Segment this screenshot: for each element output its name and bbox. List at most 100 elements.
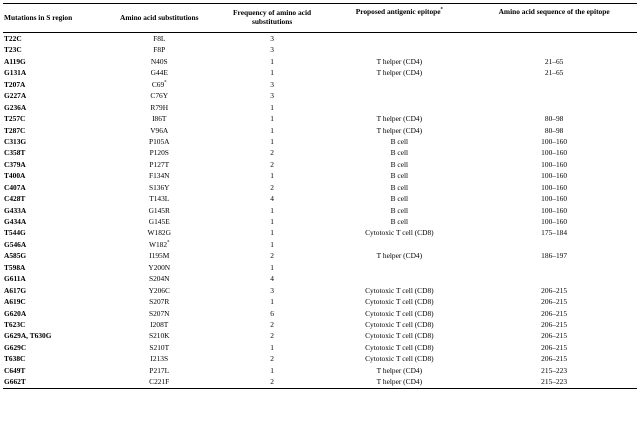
cell-sequence: 80–98 (471, 126, 637, 134)
cell-mutation: A619C (3, 298, 102, 305)
cell-sequence: 215–223 (471, 378, 637, 385)
cell-frequency-text: 1 (270, 171, 274, 181)
cell-mutation: T544G (3, 229, 102, 236)
cell-epitope: B cell (327, 206, 471, 214)
cell-mutation-text: G433A (4, 205, 27, 215)
cell-mutation: T400A (3, 172, 102, 179)
cell-substitution-text: G145R (148, 205, 170, 215)
cell-mutation: G236A (3, 103, 102, 111)
header-frequency-line2: substitutions (251, 17, 293, 26)
cell-epitope: T helper (CD4) (327, 115, 471, 122)
cell-epitope: T helper (CD4) (327, 69, 471, 76)
cell-frequency-text: 1 (270, 239, 274, 249)
cell-frequency-text: 2 (270, 182, 274, 192)
cell-frequency: 3 (217, 81, 328, 88)
cell-substitution-text: Y206C (148, 285, 170, 295)
cell-frequency-text: 6 (270, 308, 274, 318)
cell-substitution: F8P (102, 46, 217, 53)
cell-mutation-text: G227A (4, 91, 27, 101)
table-row: T400A F134N 1 B cell 100–160 (3, 170, 637, 181)
table-row: G662T C221F 2 T helper (CD4) 215–223 (3, 376, 637, 387)
cell-epitope-text: Cytotoxic T cell (CD8) (365, 331, 434, 341)
cell-mutation-text: G434A (4, 217, 27, 227)
cell-mutation-text: C649T (4, 365, 26, 375)
table-row: A617G Y206C 3 Cytotoxic T cell (CD8) 206–215 (3, 285, 637, 296)
cell-frequency-text: 1 (270, 125, 274, 135)
cell-mutation-text: T22C (4, 34, 22, 44)
cell-sequence-text: 206–215 (541, 331, 568, 341)
cell-substitution-text: P120S (149, 148, 169, 158)
cell-epitope-text: T helper (CD4) (376, 114, 423, 124)
cell-mutation-text: A585G (4, 251, 27, 261)
header-substitutions: Amino acid substitutions (120, 13, 199, 23)
cell-frequency: 1 (217, 264, 328, 271)
cell-frequency: 1 (217, 218, 328, 225)
cell-mutation: G434A (3, 218, 102, 225)
cell-frequency: 3 (217, 46, 328, 53)
cell-frequency: 3 (217, 35, 328, 42)
cell-mutation: C407A (3, 184, 102, 191)
cell-frequency-text: 1 (270, 365, 274, 375)
cell-substitution: W182G (102, 229, 217, 236)
cell-mutation-text: C407A (4, 182, 26, 192)
cell-frequency-text: 1 (270, 228, 274, 238)
table-row: G611A S204N 4 (3, 273, 637, 284)
cell-sequence: 100–160 (471, 172, 637, 179)
cell-epitope-text: B cell (390, 136, 409, 146)
cell-substitution-text: N40S (150, 56, 168, 66)
header-frequency-line1: Frequency of amino acid (233, 8, 312, 18)
cell-mutation-text: G611A (4, 274, 26, 284)
cell-epitope-text: T helper (CD4) (376, 68, 423, 78)
cell-epitope-text: B cell (390, 217, 409, 227)
cell-mutation: A617G (3, 285, 102, 295)
cell-frequency: 1 (217, 229, 328, 236)
cell-sequence-text: 206–215 (541, 308, 568, 318)
table-row: C313G P105A 1 B cell 100–160 (3, 136, 637, 147)
cell-mutation: G227A (3, 92, 102, 99)
table-row: G620A S207N 6 Cytotoxic T cell (CD8) 206–215 (3, 308, 637, 319)
cell-frequency: 1 (217, 103, 328, 111)
header-sequence: Amino acid sequence of the epitope (498, 7, 610, 17)
cell-epitope: T helper (CD4) (327, 58, 471, 65)
cell-frequency: 2 (217, 252, 328, 259)
cell-frequency: 3 (217, 92, 328, 99)
cell-mutation: G433A (3, 205, 102, 215)
cell-sequence: 100–160 (471, 195, 637, 202)
cell-sequence-text: 100–160 (541, 205, 568, 215)
cell-frequency-text: 2 (270, 319, 274, 329)
cell-substitution-text: R79H (150, 102, 169, 112)
cell-epitope-text: Cytotoxic T cell (CD8) (365, 308, 434, 318)
cell-mutation-text: C379A (4, 159, 26, 169)
cell-sequence-text: 100–160 (541, 136, 568, 146)
cell-sequence-text: 215–223 (541, 377, 568, 387)
cell-substitution: G44E (102, 69, 217, 76)
cell-epitope-text: T helper (CD4) (376, 251, 423, 261)
cell-frequency: 1 (217, 138, 328, 145)
cell-mutation-text: G662T (4, 377, 26, 387)
table-row: T207A C69* 3 (3, 79, 637, 90)
cell-substitution: F8L (102, 35, 217, 42)
table-row: T638C I213S 2 Cytotoxic T cell (CD8) 206–215 (3, 353, 637, 364)
cell-substitution: P120S (102, 149, 217, 156)
cell-frequency-text: 2 (270, 331, 274, 341)
cell-substitution: T143L (102, 195, 217, 202)
table-body: T22C F8L 3 T23C F8P 3 A119G N40S 1 T helper (CD4)… (3, 33, 637, 389)
cell-substitution-text: V96A (150, 125, 169, 135)
cell-frequency: 1 (217, 206, 328, 214)
cell-frequency: 1 (217, 125, 328, 135)
cell-frequency-text: 2 (270, 377, 274, 387)
cell-mutation-text: G629A, T630G (4, 331, 52, 341)
cell-mutation: G662T (3, 378, 102, 385)
cell-frequency: 2 (217, 355, 328, 362)
cell-sequence: 206–215 (471, 321, 637, 328)
header-epitope-label: Proposed antigenic epitope (355, 7, 441, 17)
cell-mutation-text: A617G (4, 285, 27, 295)
cell-frequency: 2 (217, 378, 328, 385)
table-row: G629C S210T 1 Cytotoxic T cell (CD8) 206–215 (3, 342, 637, 353)
cell-substitution-text: I213S (150, 354, 169, 364)
cell-epitope: B cell (327, 161, 471, 168)
cell-frequency: 6 (217, 308, 328, 318)
cell-mutation: T623C (3, 321, 102, 328)
cell-substitution: G145E (102, 218, 217, 225)
cell-epitope: Cytotoxic T cell (CD8) (327, 286, 471, 294)
